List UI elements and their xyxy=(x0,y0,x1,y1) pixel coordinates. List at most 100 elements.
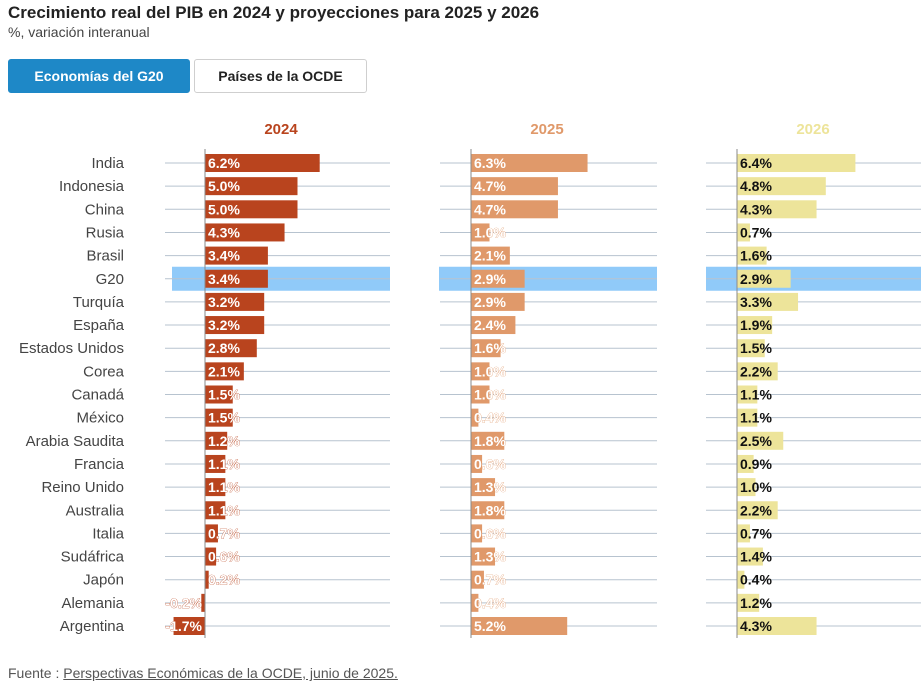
data-label-2025: 5.2% xyxy=(474,618,506,634)
data-label-2024: 5.0% xyxy=(208,178,240,194)
data-label-2026: 3.3% xyxy=(740,294,772,310)
data-label-2025: 2.4% xyxy=(474,317,506,333)
tab-oecd-countries[interactable]: Países de la OCDE xyxy=(194,59,367,93)
bar-2026 xyxy=(737,316,773,335)
category-label: China xyxy=(85,201,125,218)
bar-2024 xyxy=(205,269,268,288)
bar-2026 xyxy=(737,593,760,612)
bar-2026 xyxy=(737,454,754,473)
data-label-2024: 1.5% xyxy=(208,387,240,403)
category-label: India xyxy=(91,155,124,172)
bar-2024 xyxy=(205,431,228,450)
data-label-2024: 2.8% xyxy=(208,340,240,356)
category-label: Italia xyxy=(92,525,124,542)
data-label-2026: 1.1% xyxy=(740,387,772,403)
series-header: 2025 xyxy=(530,121,563,138)
bar-2025 xyxy=(471,478,496,497)
chart-title: Crecimiento real del PIB en 2024 y proye… xyxy=(8,3,540,22)
bar-2024 xyxy=(205,547,217,566)
data-label-2024: 3.4% xyxy=(208,271,240,287)
bar-2025 xyxy=(471,593,479,612)
data-label-2024: 3.4% xyxy=(208,248,240,264)
category-label: G20 xyxy=(96,271,124,288)
data-label-2025: 0.6% xyxy=(474,456,506,472)
data-label-2026: 1.0% xyxy=(740,479,772,495)
bar-2024 xyxy=(205,246,268,265)
category-label: Indonesia xyxy=(59,178,125,195)
bar-2025 xyxy=(471,501,505,520)
category-label: Sudáfrica xyxy=(61,549,125,566)
bar-2026 xyxy=(737,292,799,311)
data-label-2026: 1.6% xyxy=(740,248,772,264)
data-label-2026: 1.4% xyxy=(740,549,772,565)
data-label-2025: 1.0% xyxy=(474,363,506,379)
data-label-2026: 6.4% xyxy=(740,155,772,171)
data-label-2025: 4.7% xyxy=(474,178,506,194)
data-label-2026: 2.2% xyxy=(740,502,772,518)
bar-2024 xyxy=(205,292,265,311)
source-note: Fuente : Perspectivas Económicas de la O… xyxy=(8,665,398,681)
bar-2026 xyxy=(737,524,750,543)
data-label-2025: 1.6% xyxy=(474,340,506,356)
data-label-2026: 2.9% xyxy=(740,271,772,287)
bar-2026 xyxy=(737,431,784,450)
bar-2025 xyxy=(471,617,568,635)
data-label-2026: 1.1% xyxy=(740,410,772,426)
bar-2025 xyxy=(471,431,505,450)
bar-2025 xyxy=(471,570,484,589)
source-prefix: Fuente : xyxy=(8,665,64,681)
bar-2026 xyxy=(737,362,778,381)
data-label-2025: 1.0% xyxy=(474,224,506,240)
data-label-2025: 0.6% xyxy=(474,525,506,541)
gdp-growth-chart: India Indonesia China Rusia Brasil G20 Turquía… xyxy=(19,121,921,638)
category-label: Turquía xyxy=(73,294,125,311)
data-label-2024: 0.6% xyxy=(208,549,240,565)
bar-2026 xyxy=(737,200,817,219)
bar-2024 xyxy=(205,408,233,427)
data-label-2025: 1.8% xyxy=(474,502,506,518)
bar-2026 xyxy=(737,177,826,196)
data-label-2025: 0.4% xyxy=(474,410,506,426)
bar-2026 xyxy=(737,408,758,427)
data-label-2026: 1.2% xyxy=(740,595,772,611)
bar-2025 xyxy=(471,339,501,358)
data-label-2024: 1.1% xyxy=(208,502,240,518)
category-label: Japón xyxy=(83,572,124,589)
category-label: Rusia xyxy=(86,224,125,241)
bar-2025 xyxy=(471,362,490,381)
bar-2025 xyxy=(471,524,483,543)
bar-2025 xyxy=(471,223,490,242)
data-label-2024: 6.2% xyxy=(208,155,240,171)
data-label-2026: 0.9% xyxy=(740,456,772,472)
category-label: Alemania xyxy=(61,595,124,612)
data-label-2024: 5.0% xyxy=(208,201,240,217)
bar-2024 xyxy=(205,339,257,358)
category-label: Brasil xyxy=(86,248,124,265)
category-label: México xyxy=(76,410,124,427)
tab-g20-economies[interactable]: Economías del G20 xyxy=(8,59,190,93)
bar-2026 xyxy=(737,339,765,358)
bar-2026 xyxy=(737,617,817,635)
bar-2024 xyxy=(173,617,205,635)
data-label-2024: 4.3% xyxy=(208,224,240,240)
data-label-2024: 2.1% xyxy=(208,363,240,379)
bar-2026 xyxy=(737,570,745,589)
category-label: Reino Unido xyxy=(41,479,124,496)
data-label-2024: -1.7% xyxy=(165,618,202,634)
series-header: 2026 xyxy=(796,121,829,138)
bar-2026 xyxy=(737,501,778,520)
category-label: Francia xyxy=(74,456,125,473)
bar-2025 xyxy=(471,454,483,473)
data-label-2025: 2.9% xyxy=(474,271,506,287)
bar-2026 xyxy=(737,154,856,172)
bar-2025 xyxy=(471,269,525,288)
category-label: Australia xyxy=(66,502,125,519)
data-label-2024: 0.2% xyxy=(208,572,240,588)
data-label-2026: 2.2% xyxy=(740,363,772,379)
data-label-2024: 3.2% xyxy=(208,294,240,310)
bar-2024 xyxy=(205,223,285,242)
data-label-2026: 2.5% xyxy=(740,433,772,449)
data-label-2026: 0.7% xyxy=(740,525,772,541)
bar-2026 xyxy=(737,547,763,566)
source-link[interactable]: Perspectivas Económicas de la OCDE, juni… xyxy=(63,665,398,681)
